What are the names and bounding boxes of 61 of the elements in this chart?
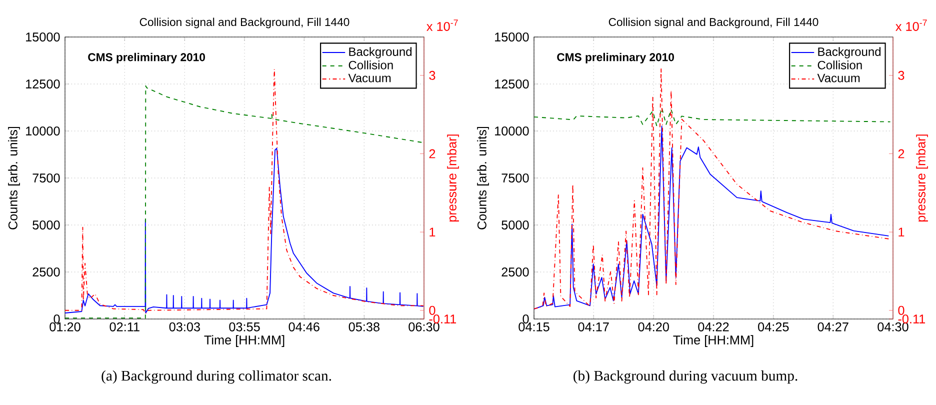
x-tick-label: 03:03 [169, 322, 200, 332]
y2-tick-label: 0 [429, 306, 436, 315]
x-tick-label: 04:27 [818, 322, 848, 332]
x-tick-label: 04:17 [578, 322, 609, 332]
x-tick-label: 04:30 [878, 322, 908, 332]
x-axis-title: Time [HH:MM] [673, 335, 754, 347]
y-tick-label: 10000 [26, 126, 60, 136]
text: x 10$^{-7}$ [896, 20, 927, 31]
y2-tick-label: 1 [898, 228, 904, 236]
y-axis-title: Counts [arb. units] [477, 126, 489, 230]
y2-tick-label: -0.11 [898, 314, 926, 324]
y2-tick-label: -0.11 [429, 314, 456, 324]
legend-label: Vacuum [348, 74, 391, 82]
y2-tick-label: 2 [898, 149, 904, 158]
y2-axis-title: pressure [mbar] [916, 134, 928, 222]
y2-tick-label: 2 [429, 149, 436, 158]
chart-title: Collision signal and Background, Fill 1440 [608, 18, 818, 28]
legend-label: Vacuum [817, 74, 860, 82]
y-axis-title: Counts [arb. units] [8, 126, 20, 230]
x-tick-label: 04:25 [758, 322, 789, 332]
legend-label: Background [818, 47, 880, 58]
annotation: CMS preliminary 2010 [557, 52, 674, 64]
y-tick-label: 15000 [495, 32, 529, 42]
line-series [534, 126, 890, 310]
x-tick-label: 02:11 [110, 322, 140, 332]
x-tick-label: 04:20 [638, 322, 669, 332]
x-tick-label: 04:22 [698, 322, 729, 332]
x-tick-label: 06:30 [408, 322, 440, 332]
annotation: CMS preliminary 2010 [88, 52, 205, 64]
y2-axis-title: pressure [mbar] [447, 134, 459, 222]
y-tick-label: 12500 [26, 80, 60, 88]
x-tick-label: 01:20 [50, 322, 80, 332]
line-series [534, 107, 891, 127]
legend-label: Background [349, 47, 412, 58]
x-tick-label: 04:15 [518, 322, 550, 332]
y-tick-label: 7500 [502, 174, 529, 182]
chart-title: Collision signal and Background, Fill 1440 [140, 18, 350, 28]
line-series [534, 68, 891, 310]
x-tick-label: 03:55 [229, 322, 260, 332]
y-tick-label: 0 [522, 314, 529, 324]
y2-tick-label: 1 [430, 228, 436, 236]
y2-tick-label: 3 [898, 70, 904, 80]
y-tick-label: 2500 [32, 268, 60, 276]
y2-tick-label: 3 [429, 70, 436, 80]
y-tick-label: 0 [54, 314, 60, 324]
x-tick-label: 04:46 [288, 322, 320, 332]
y-tick-label: 7500 [32, 174, 60, 182]
y-tick-label: 2500 [502, 268, 529, 276]
y-tick-label: 12500 [495, 80, 529, 88]
text: x 10$^{-7}$ [426, 20, 458, 31]
x-tick-label: 05:38 [348, 322, 380, 332]
x-axis-title: Time [HH:MM] [204, 335, 284, 347]
y-tick-label: 10000 [495, 126, 529, 136]
legend-label: Collision [818, 60, 862, 70]
y-tick-label: 5000 [32, 220, 60, 230]
legend-label: Collision [348, 60, 393, 70]
y-tick-label: 5000 [502, 220, 529, 230]
y-tick-label: 15000 [26, 32, 60, 42]
text: (b) Background during vacuum bump. [574, 370, 798, 384]
y2-tick-label: 0 [898, 306, 904, 315]
text: (a) Background during collimator scan. [102, 370, 332, 384]
